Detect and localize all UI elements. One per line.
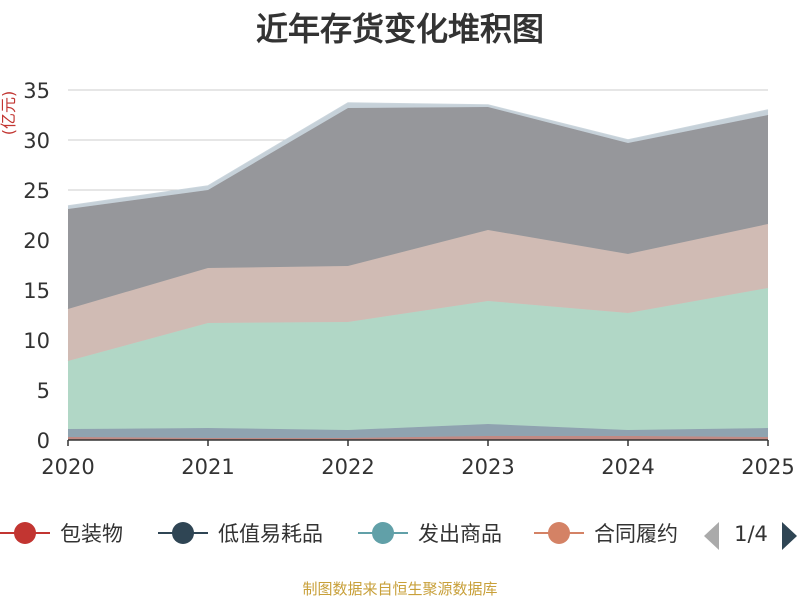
area-series-4 xyxy=(68,107,768,309)
legend-marker-dot xyxy=(172,522,194,544)
legend-marker-dot xyxy=(548,522,570,544)
legend-next-button[interactable] xyxy=(782,522,797,550)
legend-label: 合同履约 xyxy=(594,522,678,546)
x-tick-label: 2021 xyxy=(181,455,234,479)
x-tick-label: 2024 xyxy=(601,455,654,479)
legend-marker-dot xyxy=(372,522,394,544)
area-series-0 xyxy=(68,436,768,440)
legend: 包装物 低值易耗品 发出商品 合同履约 1/4 xyxy=(0,522,797,550)
legend-item-3[interactable]: 合同履约 xyxy=(534,522,678,546)
y-tick-label: 0 xyxy=(37,429,50,453)
legend-marker-dot xyxy=(14,522,36,544)
y-tick-label: 35 xyxy=(23,79,50,103)
source-note: 制图数据来自恒生聚源数据库 xyxy=(302,580,498,598)
legend-label: 包装物 xyxy=(60,522,123,546)
x-tick-label: 2023 xyxy=(461,455,514,479)
chart-title: 近年存货变化堆积图 xyxy=(255,10,544,48)
area-series-line-5 xyxy=(67,102,769,207)
legend-page-indicator: 1/4 xyxy=(734,522,768,546)
y-tick-label: 20 xyxy=(23,229,50,253)
area-layer xyxy=(67,102,769,440)
next-arrow-icon xyxy=(782,522,797,550)
legend-item-2[interactable]: 发出商品 xyxy=(358,522,502,546)
y-tick-label: 10 xyxy=(23,329,50,353)
legend-item-1[interactable]: 低值易耗品 xyxy=(158,522,323,546)
legend-prev-button[interactable] xyxy=(704,522,719,550)
y-axis-label: (亿元) xyxy=(0,91,18,136)
x-tick-label: 2020 xyxy=(41,455,94,479)
area-series-3 xyxy=(68,224,768,361)
legend-label: 低值易耗品 xyxy=(218,522,323,546)
area-series-5 xyxy=(68,103,768,209)
y-tick-label: 15 xyxy=(23,279,50,303)
x-tick-label: 2025 xyxy=(741,455,794,479)
legend-label: 发出商品 xyxy=(418,522,502,546)
prev-arrow-icon xyxy=(704,522,719,550)
y-tick-label: 25 xyxy=(23,179,50,203)
y-tick-label: 30 xyxy=(23,129,50,153)
area-series-1 xyxy=(68,424,768,438)
legend-item-0[interactable]: 包装物 xyxy=(0,522,123,546)
x-tick-label: 2022 xyxy=(321,455,374,479)
y-tick-label: 5 xyxy=(37,379,50,403)
